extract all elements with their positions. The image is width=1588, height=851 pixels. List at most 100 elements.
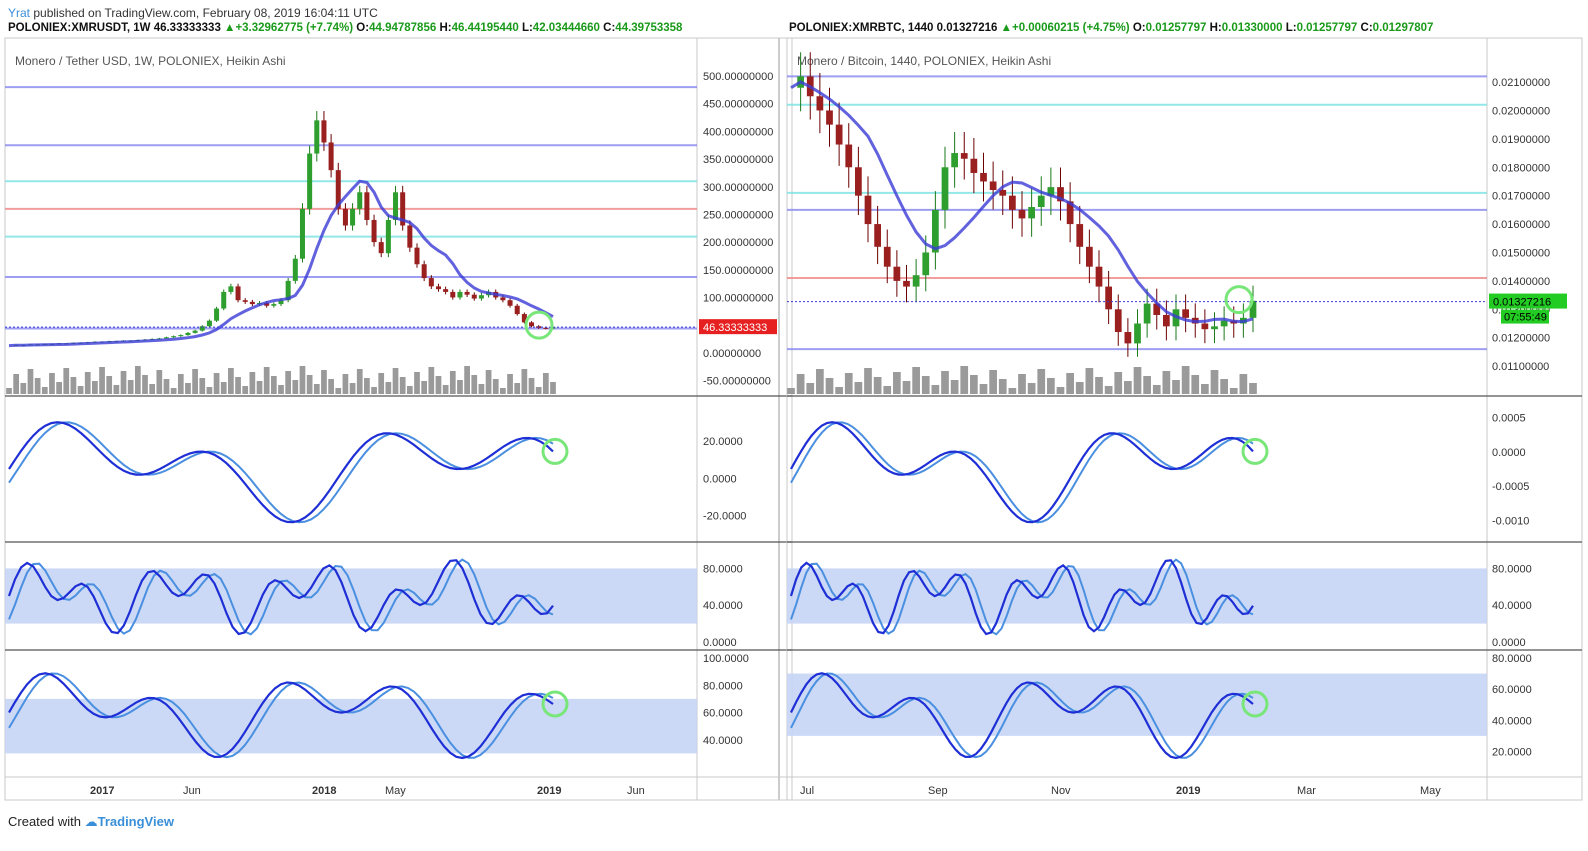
y-tick-0-1: 450.00000000 [703,99,773,111]
volume-bar [70,377,77,394]
candle-body [1105,286,1112,310]
volume-bar [156,370,163,394]
volume-bar [220,382,227,394]
candles-0 [13,111,556,347]
candle-body [1249,300,1257,318]
y-tick-0-2: 400.00000000 [703,126,773,138]
volume-bar [49,373,55,394]
volume-bar [192,369,198,394]
stoch-tick-0-0: 80.0000 [703,563,743,575]
candle-body [314,120,320,154]
footer-brand[interactable]: TradingView [97,814,174,829]
volume-bar [392,368,399,394]
volume-bar [1181,366,1190,394]
candle-body [421,264,427,279]
left-change: +3.32962775 (+7.74%) [235,22,354,34]
volume-bar [428,367,435,394]
volume-bar [528,378,535,394]
volume-bar [893,372,901,394]
candle-body [1066,201,1074,225]
x-tick-1-4: Mar [1297,785,1316,797]
macd-tick-1-2: -0.0005 [1492,481,1529,493]
volume-bar [1220,379,1228,394]
volume-bar [1191,375,1200,394]
volume-bar [206,387,213,394]
price-tag-text-0: 46.33333333 [703,322,767,334]
candle-body [1163,314,1170,327]
volume-bar [816,369,824,394]
volume-bar [1056,387,1065,394]
macd-line-0 [8,421,554,524]
y-tick-1-3: 0.01800000 [1492,162,1550,174]
volume-bar [478,384,485,394]
y-tick-0-4: 300.00000000 [703,182,773,194]
candle-body [192,330,198,333]
volume-bar [328,379,334,394]
footer-text: Created with [8,814,81,829]
macd-tick-1-3: -0.0010 [1492,515,1529,527]
candle-body [951,153,958,168]
volume-bar [20,383,27,394]
tradingview-logo-icon[interactable]: ☁ [84,814,98,829]
macd-tick-0-2: -20.0000 [703,510,746,522]
volume-bar [825,378,834,394]
y-tick-0-3: 350.00000000 [703,154,773,166]
author-link[interactable]: Yrat [8,6,31,20]
volume-bar [941,371,949,394]
volume-bar [120,371,127,394]
volume-bar [806,383,815,394]
candle-body [507,300,513,306]
right-change: +0.00060215 (+4.75%) [1011,22,1130,34]
volume-bar [1075,382,1084,394]
left-up-icon: ▲ [224,22,236,34]
price-tag-1 [1489,293,1567,309]
y-tick-0-5: 250.00000000 [703,209,773,221]
candle-body [292,258,298,281]
candle-body [450,291,456,298]
volume-bar [542,373,549,394]
candle-body [378,242,384,254]
volume-bar [6,388,12,394]
volume-bar [998,379,1007,394]
candle-body [941,167,949,210]
volume-bar [1143,376,1151,394]
right-close: 0.01297807 [1372,22,1434,34]
candle-body [228,286,234,292]
volume-bar [1229,388,1238,394]
volume-bar [787,388,795,394]
volume-bar [464,366,470,394]
volume-bar [1162,371,1171,394]
candle-body [464,291,470,295]
volume-bar [796,374,805,394]
y-tick-1-7: 0.01400000 [1492,276,1550,288]
footer: Created with ☁TradingView [8,814,174,830]
candle-body [435,286,441,290]
candle-body [1134,323,1141,344]
rsi-tick-1-2: 40.0000 [1492,715,1532,727]
candle-body [816,96,824,111]
volume-bar [313,384,320,394]
volume-bar [521,369,528,394]
x-tick-0-4: 2019 [537,785,561,797]
candle-body [328,142,334,171]
candle-body [932,209,939,253]
volume-bar [442,385,449,394]
candle-body [514,305,520,315]
y-tick-1-5: 0.01600000 [1492,219,1550,231]
x-tick-1-2: Nov [1051,785,1071,797]
rsi-tick-0-3: 40.0000 [703,735,743,747]
volume-bar [299,366,306,394]
candle-body [1124,332,1132,344]
left-high: 46.44195440 [451,22,519,34]
candle-body [163,337,169,339]
candle-body [214,308,220,321]
rsi-tick-0-0: 100.0000 [703,653,749,665]
volume-bar [1124,381,1132,394]
candle-body [864,195,872,225]
volume-bar [1114,372,1123,394]
volume-bar [1201,384,1209,394]
volume-bar [1047,378,1055,394]
volume-bar [127,380,134,394]
volume-bar [113,385,120,394]
